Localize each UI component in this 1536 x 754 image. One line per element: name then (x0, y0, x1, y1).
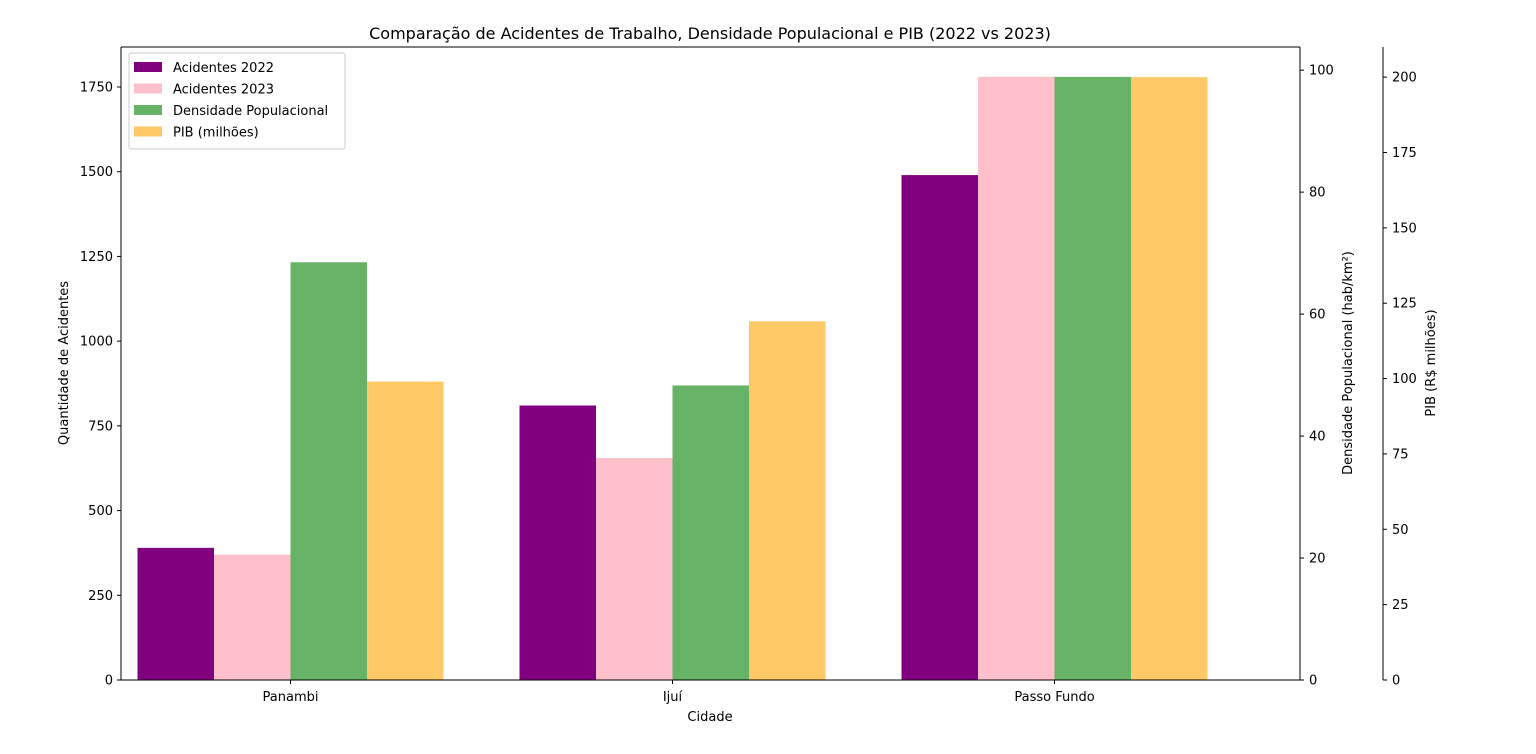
bar (214, 554, 291, 680)
x-axis-label: Cidade (687, 710, 732, 725)
y-left-tick-label: 750 (88, 419, 113, 434)
y-right2-tick-label: 175 (1392, 146, 1417, 161)
y-right2-tick-label: 200 (1392, 71, 1417, 86)
y-right1-tick-label: 80 (1309, 186, 1326, 201)
legend: Acidentes 2022 Acidentes 2023 Densidade Po… (128, 52, 346, 150)
legend-swatch (134, 83, 162, 94)
x-tick-label: Ijuí (663, 690, 683, 705)
legend-label: PIB (milhões) (173, 126, 259, 141)
y-left-tick-label: 1500 (80, 165, 113, 180)
y-right2-tick-label: 150 (1392, 221, 1417, 236)
y-left-tick-label: 0 (105, 674, 113, 689)
y-left-tick-label: 1000 (80, 335, 113, 350)
bars (137, 76, 1208, 681)
x-tick-label: Panambi (263, 690, 319, 705)
y-axis-right2-label: PIB (R$ milhões) (1424, 309, 1439, 416)
chart-title: Comparação de Acidentes de Trabalho, Den… (369, 24, 1051, 43)
y-axis-left-label: Quantidade de Acidentes (57, 281, 72, 445)
y-left-tick-label: 1750 (80, 80, 113, 95)
bar (1131, 77, 1208, 680)
y-left-tick-label: 500 (88, 504, 113, 519)
legend-label: Densidade Populacional (173, 104, 328, 119)
legend-box (128, 52, 346, 150)
bar (596, 458, 673, 680)
y-right2-tick-label: 75 (1392, 447, 1409, 462)
bar (672, 385, 749, 680)
bar (137, 547, 214, 680)
legend-label: Acidentes 2023 (173, 83, 274, 98)
y-right1-tick-label: 0 (1309, 674, 1317, 689)
bar (367, 381, 444, 680)
y-left-tick-label: 1250 (80, 250, 113, 265)
axes: Panambi Ijuí Passo Fundo025050075010001250… (80, 46, 1417, 705)
legend-swatch (134, 62, 162, 72)
y-right1-tick-label: 40 (1309, 430, 1326, 445)
y-right2-tick-label: 25 (1392, 598, 1409, 613)
bar (978, 76, 1055, 680)
bar (901, 175, 978, 680)
legend-swatch (134, 126, 162, 137)
bar (749, 321, 826, 680)
y-right2-tick-label: 0 (1392, 674, 1400, 689)
y-axis-right1-label: Densidade Populacional (hab/km²) (1341, 251, 1356, 475)
y-right2-tick-label: 100 (1392, 372, 1417, 387)
bar (290, 262, 367, 680)
bar (519, 405, 596, 680)
y-right1-tick-label: 20 (1309, 552, 1326, 567)
bar (1054, 76, 1131, 681)
legend-label: Acidentes 2022 (173, 61, 274, 76)
y-left-tick-label: 250 (88, 589, 113, 604)
y-right1-tick-label: 100 (1309, 64, 1334, 79)
x-tick-label: Passo Fundo (1014, 690, 1094, 705)
legend-swatch (134, 105, 162, 115)
y-right1-tick-label: 60 (1309, 308, 1326, 323)
y-right2-tick-label: 50 (1392, 523, 1409, 538)
y-right2-tick-label: 125 (1392, 297, 1417, 312)
